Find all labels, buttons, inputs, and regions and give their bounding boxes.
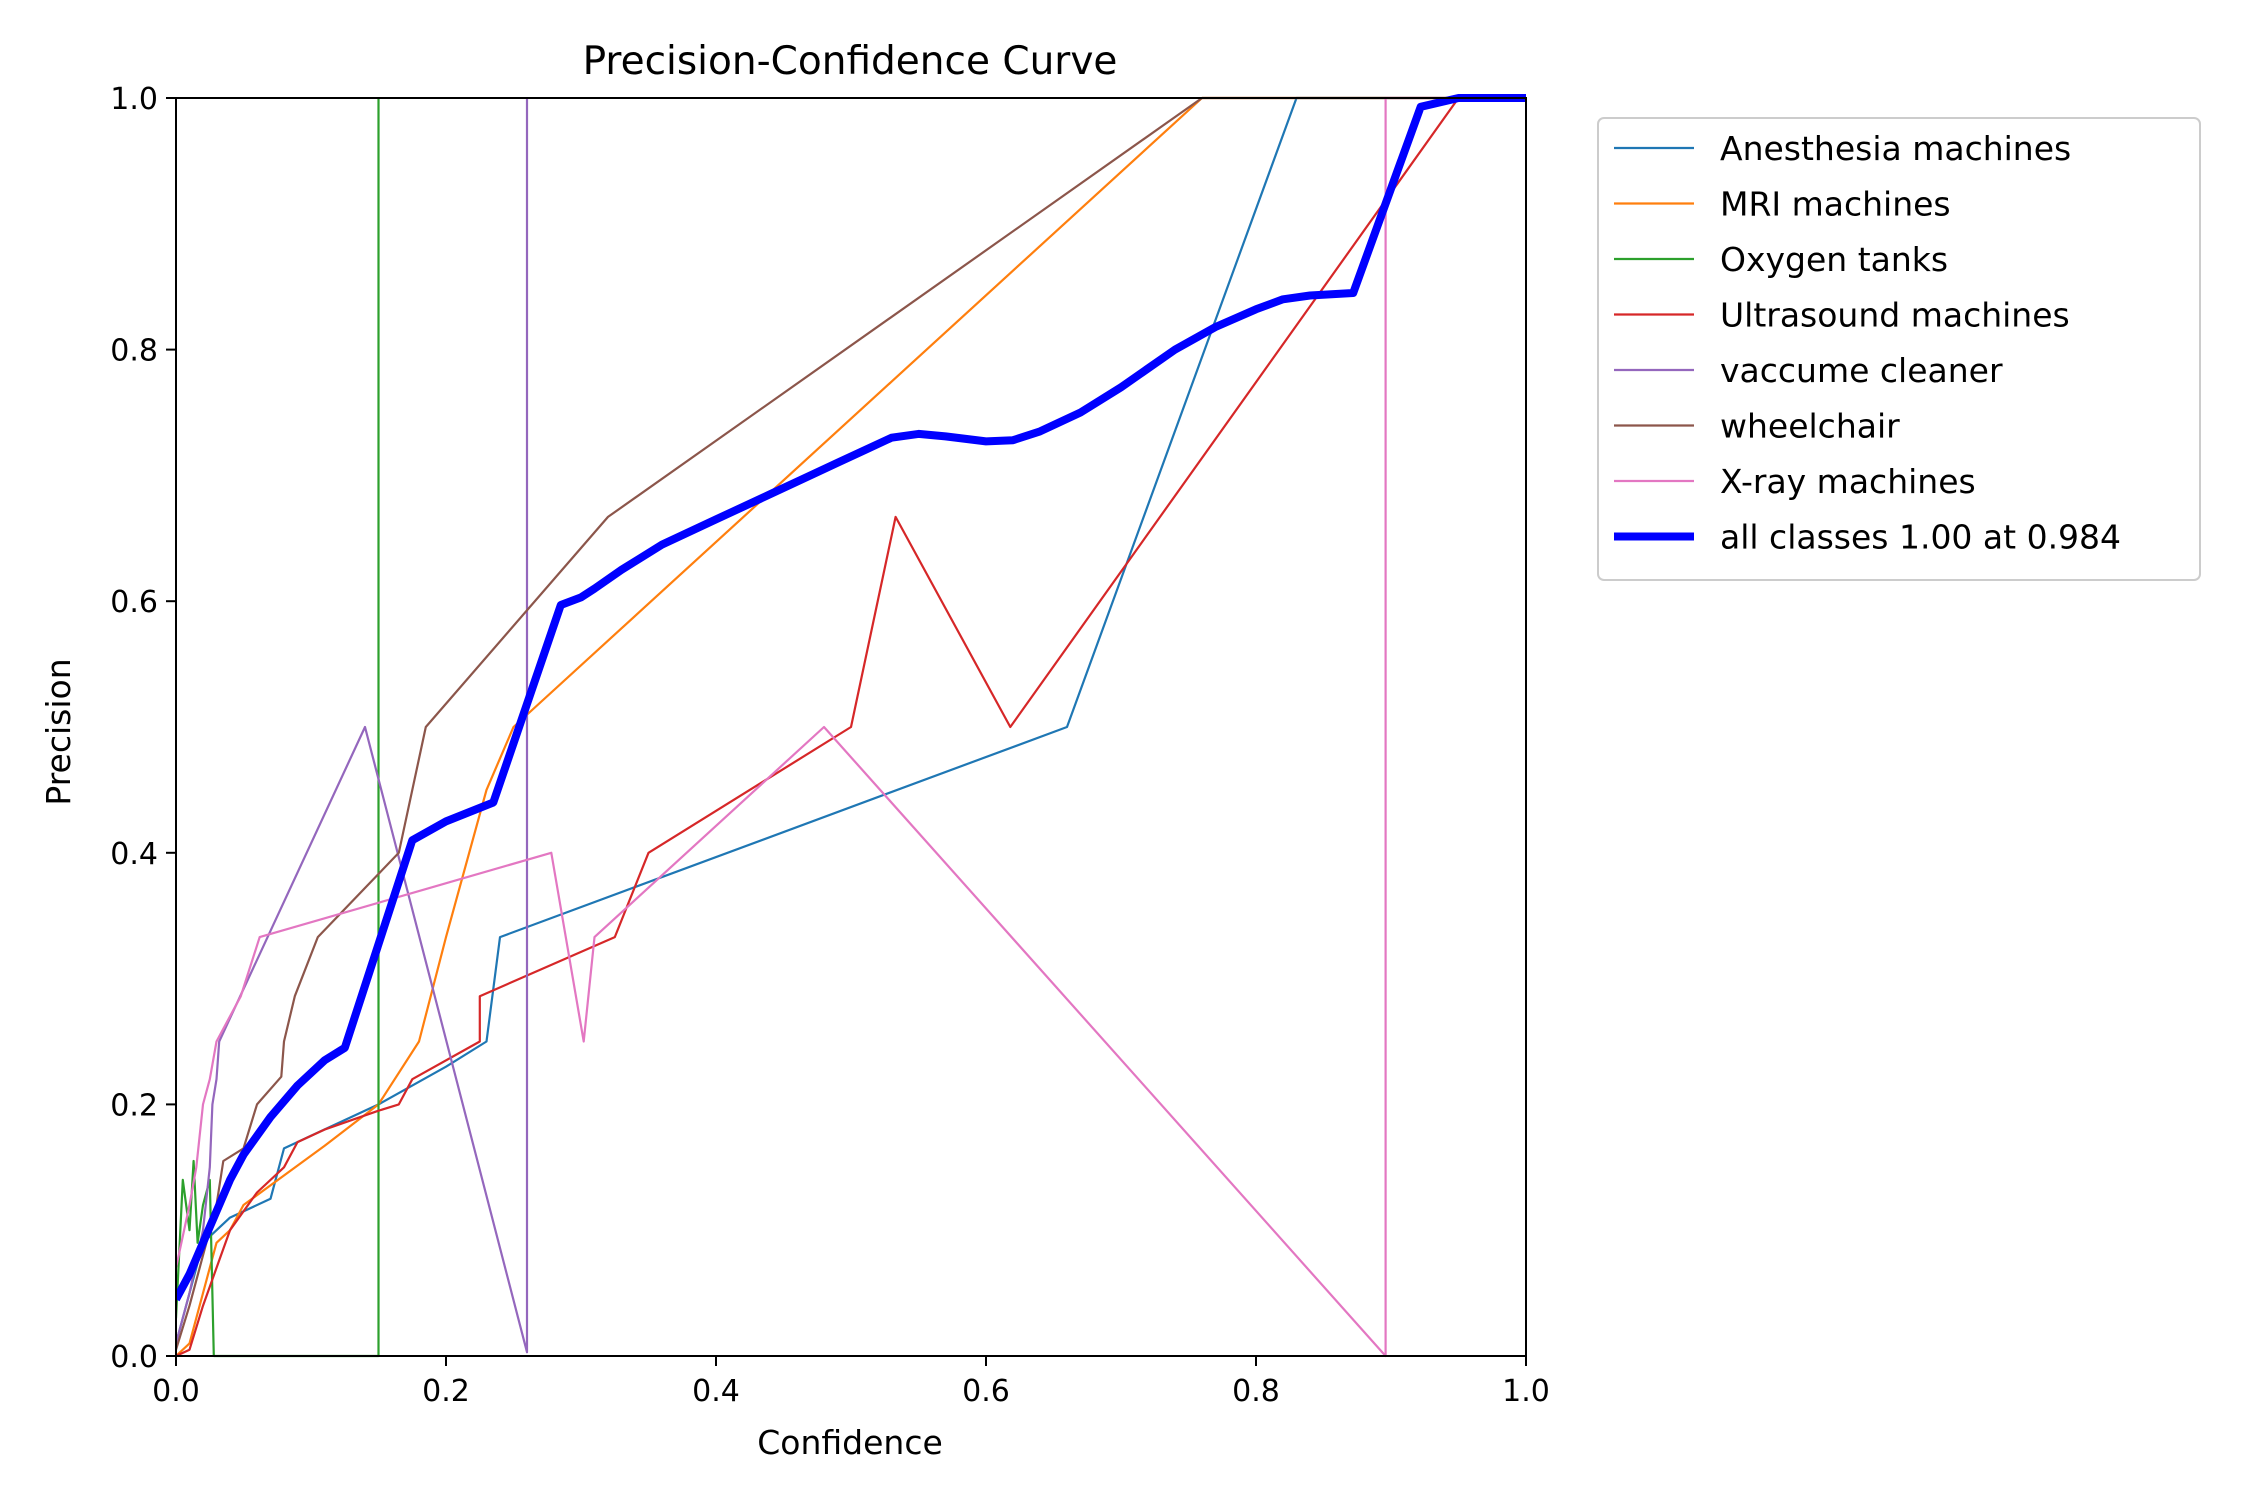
y-axis-label: Precision [39,658,78,805]
y-tick-label: 1.0 [110,82,158,117]
y-tick-label: 0.4 [110,837,158,872]
series-line-7 [176,94,1526,1302]
legend-label-1: MRI machines [1720,185,1951,224]
x-tick-label: 0.2 [422,1374,470,1409]
y-tick-label: 0.8 [110,334,158,369]
legend-label-6: X-ray machines [1720,462,1976,501]
y-tick-label: 0.0 [110,1340,158,1375]
series-line-1 [176,96,1526,1357]
plot-area [176,94,1526,1358]
chart-title: Precision-Confidence Curve [583,39,1118,84]
y-tick-label: 0.2 [110,1088,158,1123]
x-tick-label: 0.4 [692,1374,740,1409]
series-line-3 [176,96,1526,1357]
legend-label-0: Anesthesia machines [1720,129,2071,168]
x-tick-label: 0.6 [962,1374,1010,1409]
series-line-6 [176,96,1526,1358]
axes: 0.0 0.2 0.4 0.6 0.8 1.0 0.0 0.2 0.4 0.6 0.8 1.0 [110,82,1550,1409]
legend: Anesthesia machines MRI machines Oxygen ta… [1597,117,2201,581]
legend-label-4: vaccume cleaner [1720,351,2003,390]
legend-label-3: Ultrasound machines [1720,296,2070,335]
x-tick-label: 0.8 [1232,1374,1280,1409]
y-tick-label: 0.6 [110,585,158,620]
legend-box [1597,117,2201,581]
series-lines [176,94,1526,1358]
x-axis-label: Confidence [757,1423,943,1462]
x-tick-label: 0.0 [152,1374,200,1409]
legend-label-2: Oxygen tanks [1720,240,1948,279]
x-tick-label: 1.0 [1502,1374,1550,1409]
legend-label-5: wheelchair [1720,407,1900,446]
legend-label-7: all classes 1.00 at 0.984 [1720,518,2121,557]
plot-frame [175,97,1527,1357]
